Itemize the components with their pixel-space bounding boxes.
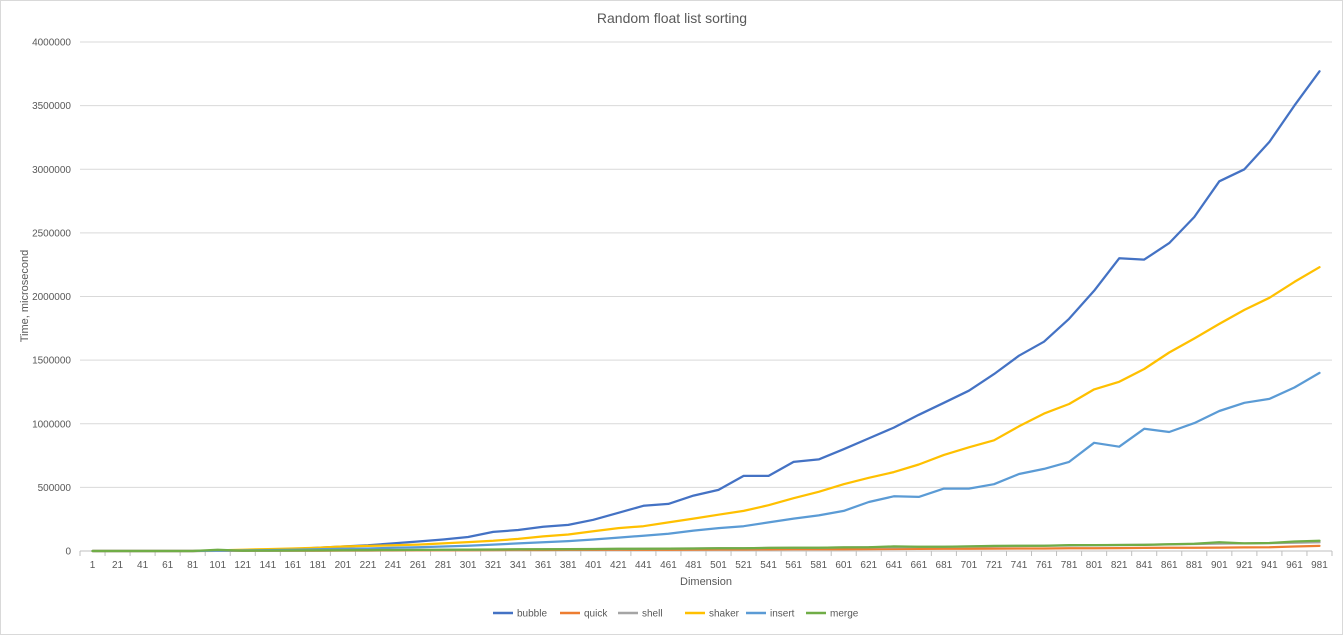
y-axis-title: Time, microsecond <box>19 250 31 343</box>
x-tick-label: 261 <box>410 560 427 571</box>
x-tick-label: 921 <box>1236 560 1253 571</box>
x-tick-label: 861 <box>1161 560 1178 571</box>
x-tick-label: 661 <box>910 560 927 571</box>
x-tick-label: 521 <box>735 560 752 571</box>
x-tick-label: 221 <box>360 560 377 571</box>
x-tick-label: 821 <box>1111 560 1128 571</box>
series-line-merge <box>91 539 1321 553</box>
x-tick-label: 501 <box>710 560 727 571</box>
x-tick-label: 301 <box>460 560 477 571</box>
x-tick-label: 601 <box>835 560 852 571</box>
x-tick-label: 121 <box>234 560 251 571</box>
chart-title: Random float list sorting <box>597 10 747 26</box>
y-tick-label: 1000000 <box>32 419 71 430</box>
x-tick-label: 61 <box>162 560 174 571</box>
x-tick-label: 361 <box>535 560 552 571</box>
x-tick-label: 961 <box>1286 560 1303 571</box>
x-tick-label: 801 <box>1086 560 1103 571</box>
x-tick-label: 481 <box>685 560 702 571</box>
x-tick-label: 401 <box>585 560 602 571</box>
legend-label-quick: quick <box>584 609 608 620</box>
x-tick-label: 381 <box>560 560 577 571</box>
x-tick-label: 441 <box>635 560 652 571</box>
x-tick-label: 421 <box>610 560 627 571</box>
x-axis-title: Dimension <box>680 576 732 588</box>
x-tick-label: 681 <box>936 560 953 571</box>
x-tick-label: 181 <box>310 560 327 571</box>
x-tick-label: 41 <box>137 560 149 571</box>
x-axis-tick-labels: 1 21 41 61 81 101 121 141 161 181 201 221 241 261 281 3… <box>90 560 1329 571</box>
y-tick-label: 2500000 <box>32 228 71 239</box>
x-tick-label: 21 <box>112 560 124 571</box>
x-tick-label: 101 <box>209 560 226 571</box>
x-tick-label: 141 <box>259 560 276 571</box>
x-tick-label: 781 <box>1061 560 1078 571</box>
legend-label-shell: shell <box>642 609 663 620</box>
x-tick-label: 461 <box>660 560 677 571</box>
y-tick-label: 0 <box>65 547 71 558</box>
x-tick-label: 721 <box>986 560 1003 571</box>
x-tick-label: 941 <box>1261 560 1278 571</box>
x-tick-label: 981 <box>1311 560 1328 571</box>
y-tick-label: 2000000 <box>32 292 71 303</box>
legend-label-shaker: shaker <box>709 609 740 620</box>
x-tick-label: 241 <box>385 560 402 571</box>
x-tick-label: 341 <box>510 560 527 571</box>
x-tick-label: 541 <box>760 560 777 571</box>
series-line-shaker <box>91 266 1321 553</box>
x-tick-label: 81 <box>187 560 199 571</box>
x-tick-label: 281 <box>435 560 452 571</box>
legend: bubble quick shell shaker insert merge <box>493 609 859 620</box>
x-tick-label: 621 <box>860 560 877 571</box>
legend-label-merge: merge <box>830 609 859 620</box>
x-tick-label: 161 <box>284 560 301 571</box>
y-axis-tick-labels: 0 500000 1000000 1500000 2000000 2500000 30000… <box>32 38 71 558</box>
y-tick-label: 4000000 <box>32 38 71 49</box>
legend-label-insert: insert <box>770 609 795 620</box>
x-tick-label: 881 <box>1186 560 1203 571</box>
y-tick-label: 500000 <box>38 483 72 494</box>
x-tick-label: 841 <box>1136 560 1153 571</box>
x-tick-label: 901 <box>1211 560 1228 571</box>
y-tick-label: 1500000 <box>32 356 71 367</box>
series-lines <box>91 70 1321 553</box>
y-tick-label: 3000000 <box>32 165 71 176</box>
x-tick-label: 701 <box>961 560 978 571</box>
x-tick-label: 561 <box>785 560 802 571</box>
x-tick-label: 741 <box>1011 560 1028 571</box>
x-tick-label: 321 <box>485 560 502 571</box>
x-tick-label: 201 <box>335 560 352 571</box>
x-tick-label: 641 <box>885 560 902 571</box>
x-tick-label: 761 <box>1036 560 1053 571</box>
gridlines <box>79 41 1333 556</box>
x-tick-label: 581 <box>810 560 827 571</box>
legend-label-bubble: bubble <box>517 609 547 620</box>
x-tick-label: 1 <box>90 560 96 571</box>
y-tick-label: 3500000 <box>32 101 71 112</box>
